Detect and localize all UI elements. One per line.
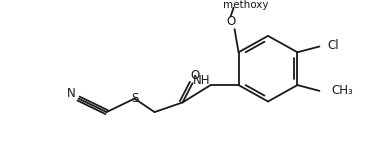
Text: O: O <box>226 15 235 28</box>
Text: CH₃: CH₃ <box>332 84 353 97</box>
Text: Cl: Cl <box>328 39 339 52</box>
Text: S: S <box>131 92 138 105</box>
Text: methoxy: methoxy <box>223 0 268 10</box>
Text: N: N <box>67 87 76 100</box>
Text: O: O <box>190 69 199 82</box>
Text: NH: NH <box>193 74 210 87</box>
